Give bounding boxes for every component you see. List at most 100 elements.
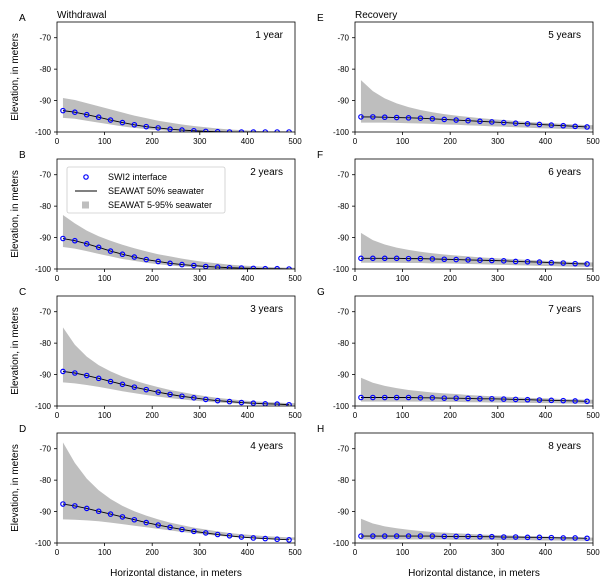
legend-box [66, 166, 226, 214]
y-tick-label: -100 [333, 402, 350, 411]
swi2-point [107, 511, 114, 517]
swi2-point [226, 129, 233, 132]
swi2-point [477, 257, 483, 264]
panel-letter: H [317, 424, 324, 435]
swi2-point [489, 533, 495, 540]
swi2-point [441, 256, 448, 263]
swi2-point [191, 127, 197, 132]
panel-h: 0 100 200 300 400 500 -70 -80 -90 -100 H 8 years Hor… [317, 424, 600, 579]
swi2-point [214, 264, 221, 269]
swi2-point [95, 114, 102, 121]
swi2-point [500, 119, 507, 126]
x-tick-label: 100 [396, 548, 410, 557]
panel-letter: B [19, 150, 26, 161]
panel-letter: A [19, 13, 26, 24]
y-tick-label: -70 [337, 308, 349, 317]
x-tick-label: 100 [396, 411, 410, 420]
swi2-point [465, 533, 471, 540]
time-label: 7 years [548, 304, 581, 315]
y-tick-label: -70 [39, 34, 51, 43]
swi2-point [358, 394, 364, 401]
panel-g: 0 100 200 300 400 500 -70 -80 -90 -100 G 7 years [317, 287, 600, 420]
x-tick-label: 0 [55, 274, 60, 283]
swi2-point [143, 519, 150, 526]
swi2-point [370, 255, 376, 262]
swi2-point [83, 241, 90, 247]
seawat-5-95-band [360, 80, 593, 130]
swi2-point [477, 533, 483, 540]
panel-d: 0 100 200 300 400 500 -70 -80 -90 -100 D 4 years Ele… [10, 424, 302, 579]
swi2-point [584, 535, 590, 542]
panel-letter: G [317, 287, 325, 298]
swi2-point [572, 535, 578, 541]
swi2-point [119, 119, 126, 126]
swi2-point [536, 397, 543, 403]
y-tick-label: -80 [337, 202, 349, 211]
seawat-5-95-band [62, 327, 295, 406]
y-tick-label: -90 [39, 371, 51, 380]
swi2-point [238, 265, 245, 269]
y-axis-label: Elevation, in meters [10, 33, 21, 121]
swi2-point [512, 396, 519, 403]
swi2-point [548, 122, 555, 128]
x-tick-label: 0 [55, 548, 60, 557]
swi2-point [83, 372, 90, 379]
x-tick-label: 100 [396, 137, 410, 146]
swi2-point [524, 258, 531, 265]
swi2-point [262, 535, 269, 542]
panels: 0 100 200 300 400 500 -70 -80 -90 -100 A 1 year Elev… [10, 13, 600, 579]
y-tick-label: -100 [35, 265, 52, 274]
swi2-point [131, 384, 138, 390]
swi2-point [214, 531, 221, 538]
swi2-point [179, 526, 185, 533]
y-tick-label: -100 [35, 402, 52, 411]
swi2-point [95, 375, 102, 382]
swi2-point [477, 118, 483, 125]
swi2-point [548, 259, 555, 266]
x-tick-label: 400 [539, 274, 553, 283]
swi2-point [477, 395, 483, 402]
panel-letter: C [19, 287, 26, 298]
swi2-point [465, 117, 471, 124]
swi2-point [179, 393, 185, 400]
swi2-point [131, 121, 138, 128]
panel-b: 0 100 200 300 400 500 -70 -80 -90 -100 B 2 years Ele… [10, 150, 302, 283]
swi2-point [429, 533, 436, 539]
swi2-point [60, 368, 66, 375]
x-tick-label: 0 [353, 274, 358, 283]
swi2-point [417, 395, 424, 401]
swi2-point [202, 128, 209, 132]
y-axis-label: Elevation, in meters [10, 170, 21, 258]
panel-c: 0 100 200 300 400 500 -70 -80 -90 -100 C 3 years Ele… [10, 287, 302, 420]
swi2-point [131, 516, 138, 523]
swi2-point [512, 120, 519, 127]
swi2-point [250, 400, 257, 406]
panel-letter: D [19, 424, 26, 435]
swi2-point [453, 117, 459, 123]
swi2-point [429, 395, 436, 401]
swi2-point [429, 116, 436, 122]
swi2-point [584, 261, 590, 267]
plot-frame [354, 432, 594, 544]
swi2-point [119, 381, 126, 388]
x-tick-label: 400 [539, 411, 553, 420]
x-tick-label: 400 [539, 548, 553, 557]
swi2-point [274, 401, 280, 406]
x-tick-label: 200 [444, 137, 458, 146]
x-tick-label: 100 [98, 137, 112, 146]
x-tick-label: 400 [539, 137, 553, 146]
swi2-point [572, 398, 578, 404]
swi2-point [107, 117, 114, 123]
swi2-point [72, 109, 78, 116]
panel-letter: F [317, 150, 323, 161]
time-label: 2 years [250, 167, 283, 178]
plot-frame [354, 21, 594, 133]
y-tick-label: -100 [35, 539, 52, 548]
swi2-point [453, 533, 459, 540]
swi2-point [441, 395, 448, 401]
x-tick-label: 400 [241, 137, 255, 146]
swi2-point [393, 533, 400, 539]
swi2-point [417, 533, 424, 539]
y-tick-label: -90 [337, 234, 349, 243]
swi2-point [83, 505, 90, 512]
